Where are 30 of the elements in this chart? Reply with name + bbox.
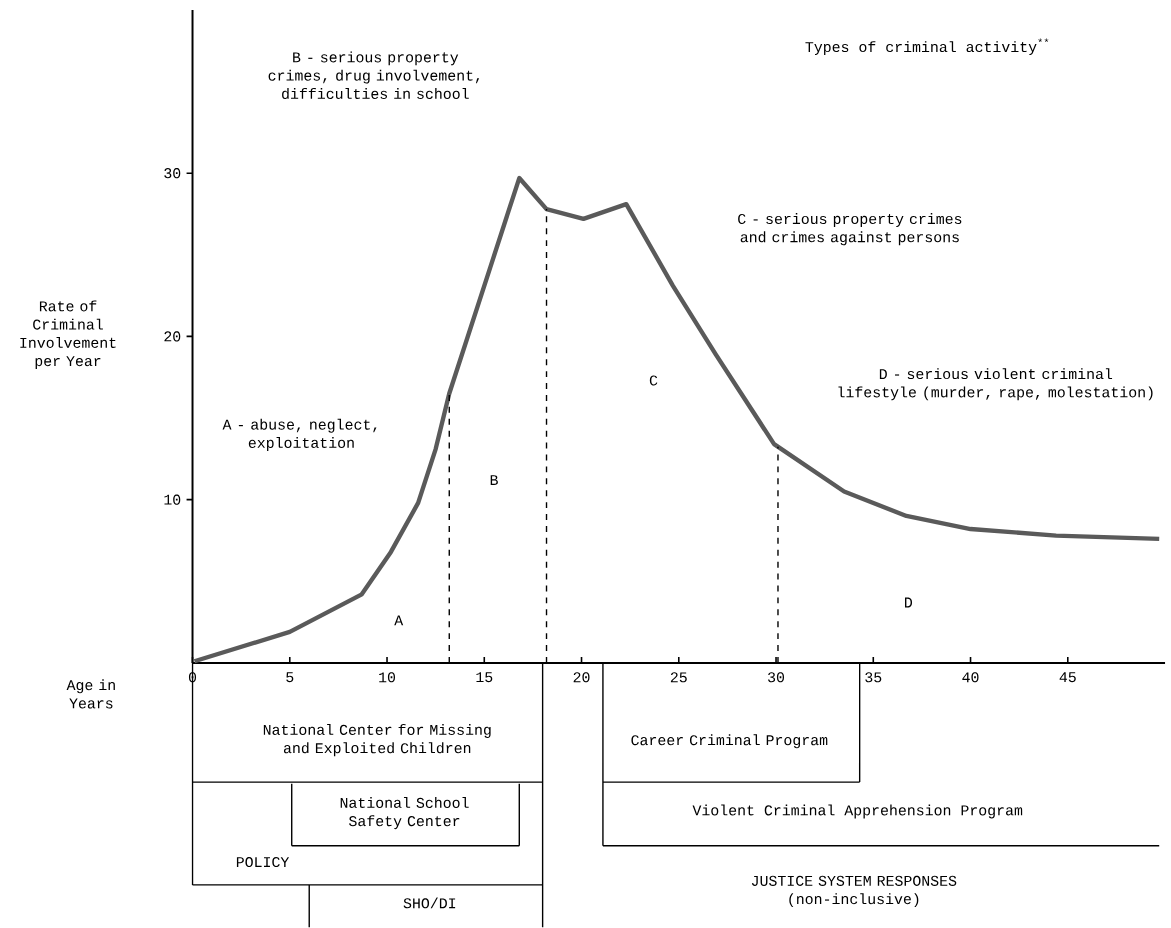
y-axis-title: Rate of Criminal Involvement per Year xyxy=(20,300,116,370)
y-tick-label: 20 xyxy=(164,331,181,342)
x-tick-label: 30 xyxy=(768,672,785,683)
text: National School Safety Center xyxy=(340,797,469,830)
annotation: A xyxy=(394,615,404,626)
text: Career Criminal Program xyxy=(631,734,828,749)
annotation: C xyxy=(649,375,658,386)
annotation: Types of criminal activity$^{**}$ xyxy=(805,38,1049,56)
x-tick-label: 35 xyxy=(865,672,882,683)
annotation: B xyxy=(490,475,498,485)
y-tick-label: 30 xyxy=(164,168,181,179)
x-tick-label: 10 xyxy=(379,672,396,683)
text: JUSTICE SYSTEM RESPONSES (non-inclusive) xyxy=(751,875,957,908)
text: Violent Criminal Apprehension Program xyxy=(692,804,1023,819)
annotation: B - serious property crimes, drug involvement, difficulties in school xyxy=(268,51,480,99)
annotation: A - abuse, neglect, exploitation xyxy=(222,418,377,451)
annotation: D - serious violent criminal lifestyle (murder, rape, molestation) xyxy=(838,368,1153,401)
y-tick-label: 10 xyxy=(164,494,181,505)
x-tick-label: 15 xyxy=(476,672,493,683)
x-tick-label: 40 xyxy=(962,672,979,683)
text: POLICY xyxy=(236,856,290,868)
text: National Center for Missing and Exploited Children xyxy=(263,724,491,757)
text: SHO/DI xyxy=(403,897,456,909)
x-axis-title: Age in Years xyxy=(66,679,115,709)
x-tick-label: 20 xyxy=(573,672,590,683)
x-tick-label: 45 xyxy=(1059,672,1076,683)
x-tick-label: 5 xyxy=(286,672,294,683)
x-tick-label: 25 xyxy=(670,672,687,683)
annotation: D xyxy=(905,597,913,608)
annotation: C - serious property crimes and crimes against persons xyxy=(738,213,962,246)
